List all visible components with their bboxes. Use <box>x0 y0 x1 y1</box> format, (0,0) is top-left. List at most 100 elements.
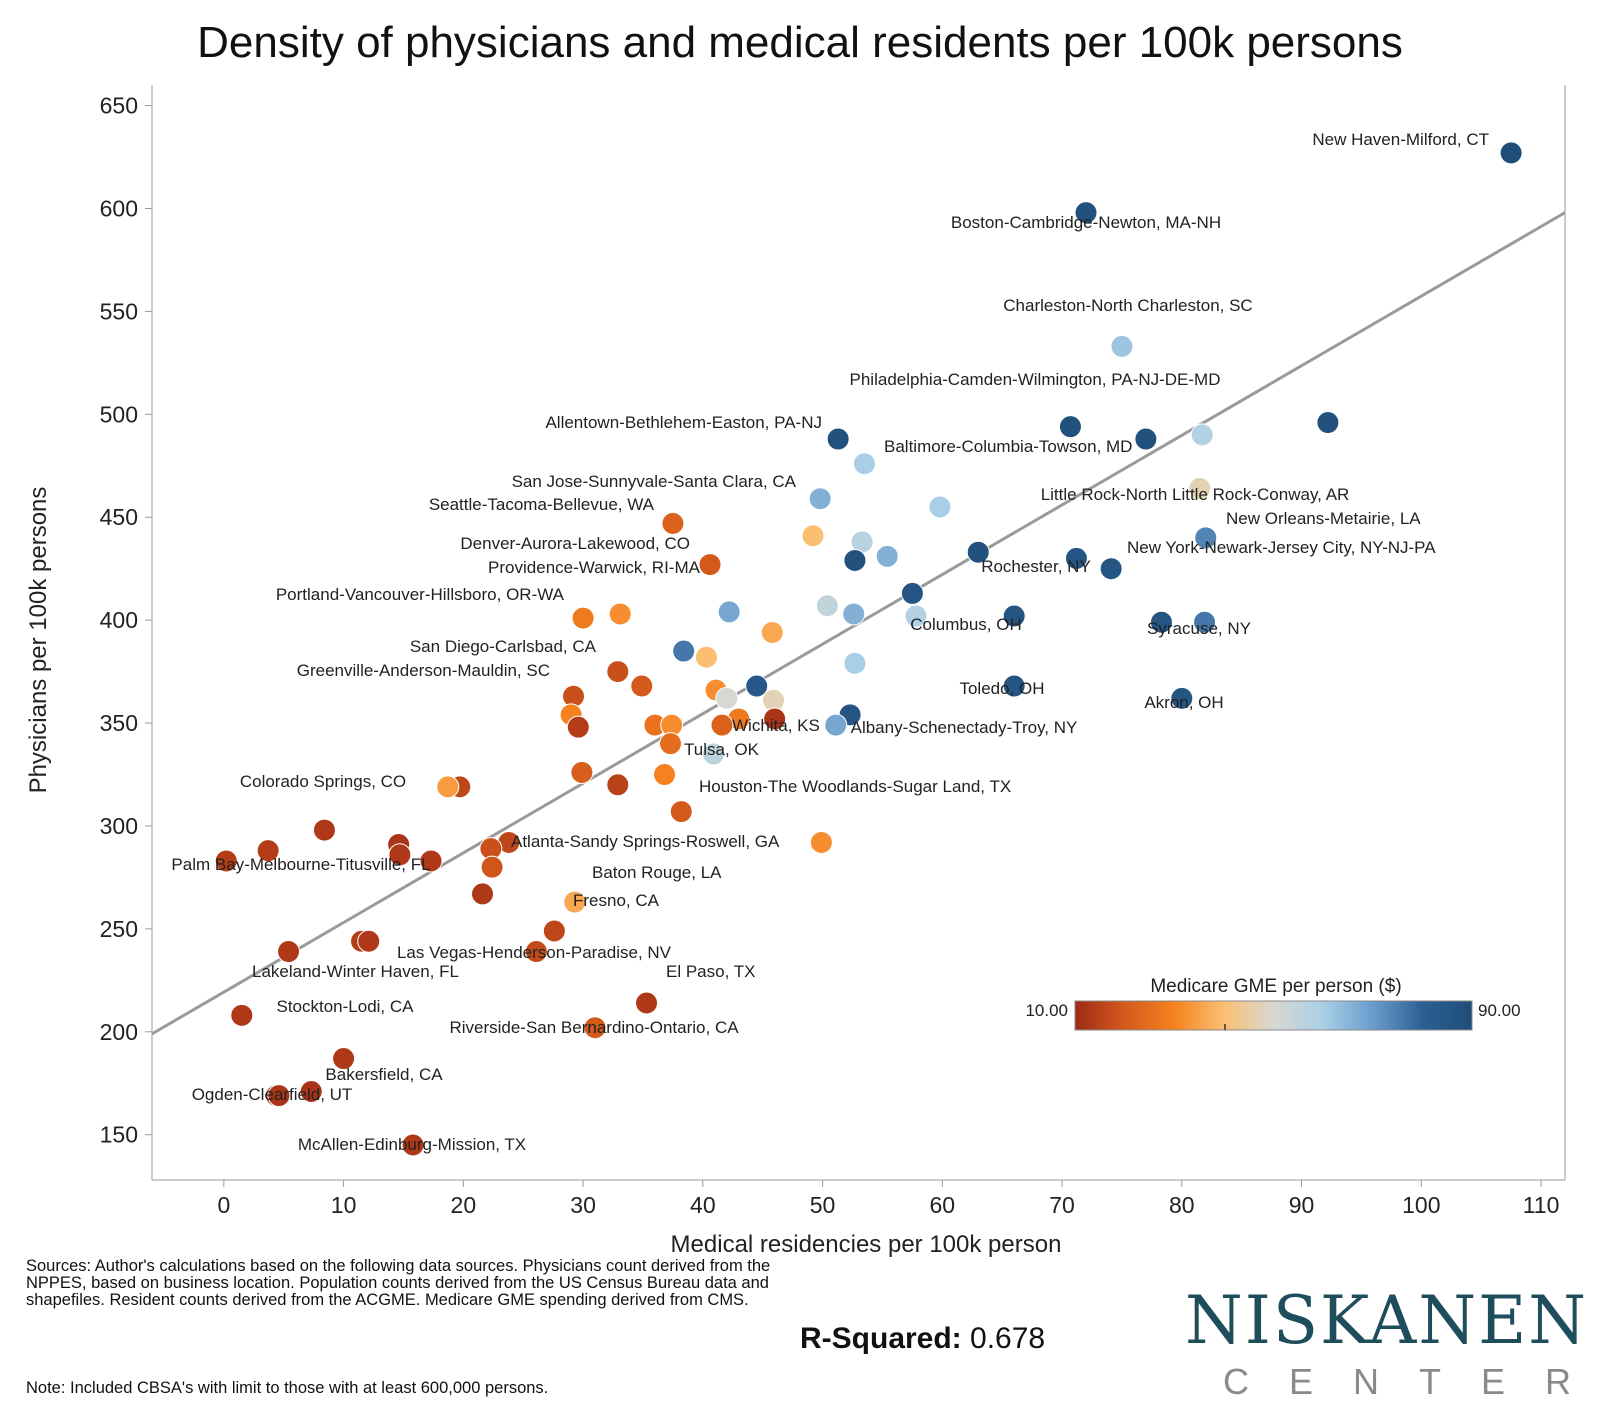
data-point <box>299 1079 323 1103</box>
point-label: New York-Newark-Jersey City, NY-NJ-PA <box>1127 538 1436 557</box>
data-point <box>710 713 734 737</box>
axes: 150 200 250 300 350 400 450 500 550 600 650 0 10 20 30… <box>100 85 1566 1218</box>
logo-wordmark: NISKANEN <box>1185 1282 1589 1359</box>
y-tick-label: 650 <box>100 93 138 119</box>
data-point <box>630 674 654 698</box>
annotation-label: Syracuse, NY <box>1147 619 1251 638</box>
data-point <box>1058 415 1082 439</box>
data-point <box>1002 674 1026 698</box>
annotation-label: Boston-Cambridge-Newton, MA-NH <box>951 213 1221 232</box>
x-tick-label: 50 <box>810 1192 836 1218</box>
point-label: New Orleans-Metairie, LA <box>1226 509 1421 528</box>
data-point <box>606 660 630 684</box>
data-point <box>669 800 693 824</box>
x-tick-label: 100 <box>1402 1192 1440 1218</box>
data-point <box>760 621 784 644</box>
chart-title: Density of physicians and medical reside… <box>197 18 1403 67</box>
point-label: Denver-Aurora-Lakewood, CO <box>460 534 690 553</box>
point-label: Greenville-Anderson-Mauldin, SC <box>297 661 550 680</box>
r-squared-value: 0.678 <box>970 1322 1046 1355</box>
data-point <box>843 651 867 675</box>
color-legend: Medicare GME per person ($) 10.00 90.00 <box>1025 976 1521 1031</box>
data-point <box>672 639 696 663</box>
data-point <box>566 715 590 739</box>
r-squared: R-Squared: 0.678 <box>800 1322 1045 1356</box>
data-point <box>1110 334 1134 358</box>
x-tick-label: 40 <box>690 1192 716 1218</box>
data-point <box>1002 604 1026 628</box>
annotation-label: Philadelphia-Camden-Wilmington, PA-NJ-DE… <box>850 370 1221 389</box>
data-point <box>332 1047 356 1071</box>
x-tick-label: 90 <box>1289 1192 1315 1218</box>
data-point <box>606 773 630 797</box>
annotation-label: Stockton-Lodi, CA <box>276 997 414 1016</box>
data-point <box>388 843 412 867</box>
data-point <box>563 890 587 914</box>
annotation-label: Las Vegas-Henderson-Paradise, NV <box>397 943 672 962</box>
data-point <box>715 686 739 710</box>
x-axis-title: Medical residencies per 100k person <box>671 1231 1062 1258</box>
annotation-label: Akron, OH <box>1144 693 1223 712</box>
data-point <box>524 940 548 964</box>
x-tick-label: 30 <box>570 1192 596 1218</box>
point-label: Tulsa, OK <box>684 740 760 759</box>
point-label: Wichita, KS <box>732 716 820 735</box>
data-point <box>583 1016 607 1040</box>
annotation-label: Bakersfield, CA <box>325 1065 443 1084</box>
point-label: New Haven-Milford, CT <box>1312 130 1489 149</box>
y-tick-label: 450 <box>100 504 138 530</box>
annotation-label: Columbus, OH <box>910 615 1021 634</box>
data-point <box>480 855 504 879</box>
data-point <box>852 452 876 476</box>
logo-subtitle: CENTER <box>1223 1361 1600 1402</box>
data-point <box>1134 427 1158 451</box>
data-point <box>658 732 682 756</box>
data-point <box>312 818 336 842</box>
data-point <box>826 427 850 451</box>
point-label: Fresno, CA <box>573 891 660 910</box>
data-point <box>815 594 839 618</box>
x-tick-label: 20 <box>451 1192 477 1218</box>
inclusion-note: Note: Included CBSA's with limit to thos… <box>26 1379 549 1397</box>
point-labels: New Haven-Milford, CT Charleston-North Ch… <box>171 130 1489 1154</box>
data-point <box>900 581 924 605</box>
data-point <box>698 553 722 577</box>
point-label: Atlanta-Sandy Springs-Roswell, GA <box>511 832 780 851</box>
annotation-label: Palm Bay-Melbourne-Titusville, FL <box>171 855 430 874</box>
data-point <box>702 742 726 766</box>
annotation-label: Colorado Springs, CO <box>240 772 406 791</box>
legend-gradient-bar <box>1074 1000 1473 1031</box>
annotation-label: McAllen-Edinburg-Mission, TX <box>298 1135 526 1154</box>
r-squared-label: R-Squared: <box>800 1322 962 1355</box>
data-point <box>571 606 595 630</box>
data-point <box>635 991 659 1015</box>
annotation-label: Rochester, NY <box>981 557 1091 576</box>
data-point <box>966 540 990 564</box>
data-point <box>653 763 677 787</box>
y-tick-label: 600 <box>100 195 138 221</box>
data-point <box>401 1133 425 1157</box>
y-tick-label: 200 <box>100 1019 138 1045</box>
y-tick-label: 500 <box>100 401 138 427</box>
sources-note: Sources: Author's calculations based on … <box>26 1257 771 1309</box>
data-point <box>214 849 238 873</box>
data-point <box>1074 201 1098 225</box>
data-point <box>1099 557 1123 581</box>
legend-min-label: 10.00 <box>1025 1001 1068 1020</box>
x-tick-label: 10 <box>331 1192 357 1218</box>
annotation-label: Providence-Warwick, RI-MA <box>488 558 701 577</box>
data-point <box>357 929 381 953</box>
data-point <box>570 760 594 784</box>
data-point <box>717 600 741 624</box>
data-point <box>843 548 867 572</box>
data-point <box>1149 610 1173 634</box>
point-label: Baton Rouge, LA <box>592 863 722 882</box>
data-point <box>267 1084 291 1108</box>
data-point <box>694 645 718 669</box>
point-label: El Paso, TX <box>666 962 755 981</box>
y-tick-label: 350 <box>100 710 138 736</box>
point-label: Lakeland-Winter Haven, FL <box>252 962 459 981</box>
data-point <box>1064 546 1088 570</box>
point-label: Allentown-Bethlehem-Easton, PA-NJ <box>545 413 822 432</box>
